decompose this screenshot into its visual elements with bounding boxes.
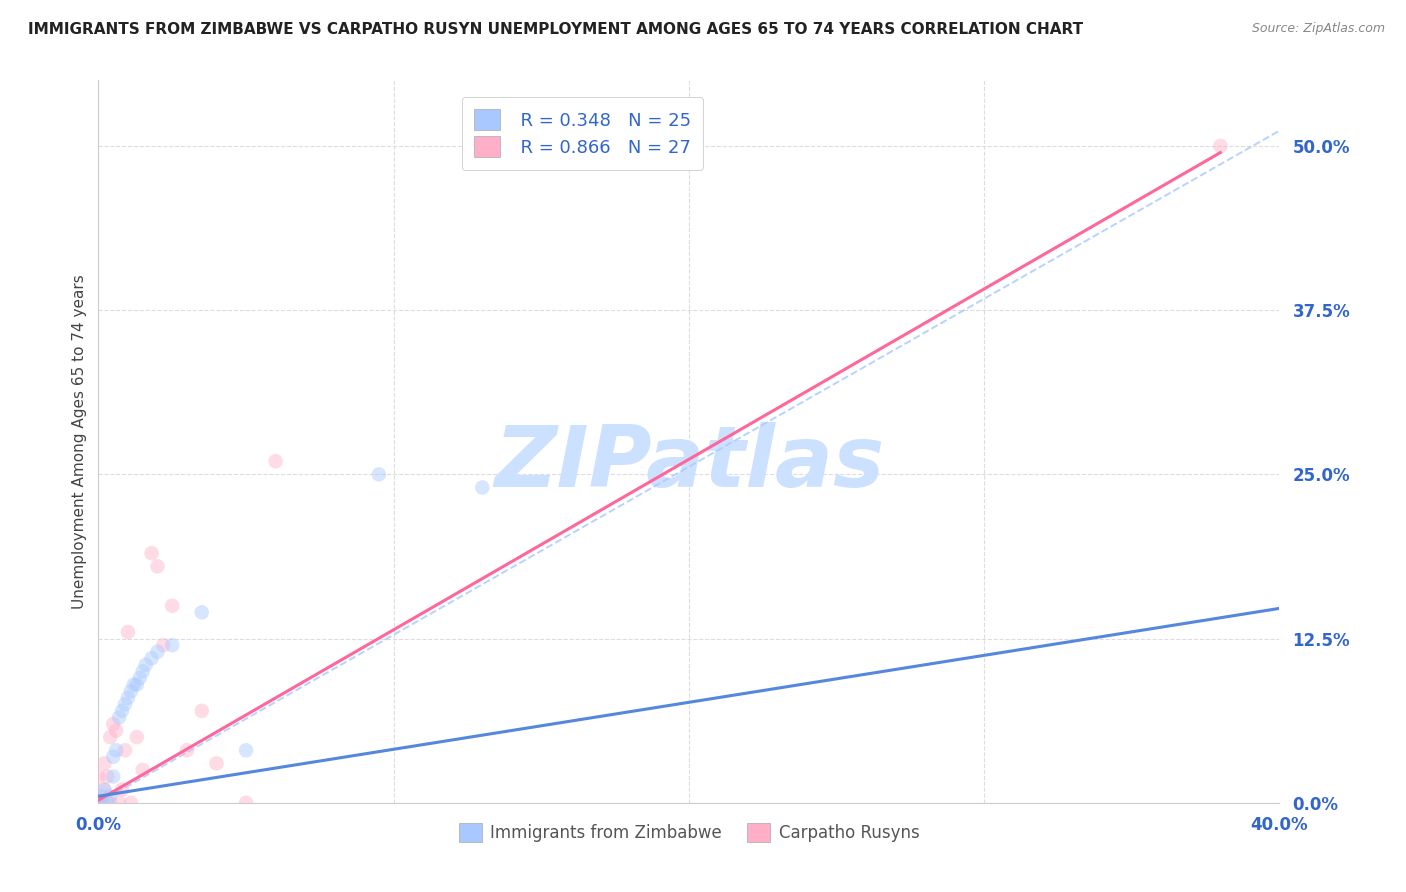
Point (162, 599, 183, 613)
Point (111, 782, 134, 797)
Point (117, 690, 139, 705)
Point (96, 796, 118, 810)
Point (93, 782, 115, 797)
Point (87, 770, 110, 784)
Point (146, 645, 169, 659)
Point (93, 782, 115, 797)
Point (87, 796, 110, 810)
Text: ZIPatlas: ZIPatlas (494, 422, 884, 505)
Point (146, 559, 169, 574)
Point (132, 763, 155, 777)
Point (191, 605, 214, 619)
Point (162, 638, 183, 652)
Point (87, 796, 110, 810)
Point (93, 756, 115, 771)
Point (103, 770, 125, 784)
Point (176, 743, 198, 757)
Legend: Immigrants from Zimbabwe, Carpatho Rusyns: Immigrants from Zimbabwe, Carpatho Rusyn… (451, 816, 927, 848)
Point (120, 684, 142, 698)
Point (105, 723, 128, 738)
Point (117, 625, 139, 640)
Point (141, 651, 163, 665)
Point (114, 698, 136, 712)
Point (132, 665, 155, 679)
Point (264, 454, 287, 468)
Point (235, 796, 257, 810)
Text: Source: ZipAtlas.com: Source: ZipAtlas.com (1251, 22, 1385, 36)
Point (125, 730, 148, 744)
Point (191, 704, 214, 718)
Y-axis label: Unemployment Among Ages 65 to 74 years: Unemployment Among Ages 65 to 74 years (72, 274, 87, 609)
Point (128, 671, 150, 685)
Point (1209, 139, 1232, 153)
Point (90, 796, 112, 810)
Point (125, 677, 148, 691)
Text: IMMIGRANTS FROM ZIMBABWE VS CARPATHO RUSYN UNEMPLOYMENT AMONG AGES 65 TO 74 YEAR: IMMIGRANTS FROM ZIMBABWE VS CARPATHO RUS… (28, 22, 1083, 37)
Point (96, 770, 118, 784)
Point (471, 481, 494, 495)
Point (141, 546, 163, 560)
Point (122, 677, 145, 691)
Point (108, 796, 131, 810)
Point (368, 467, 391, 482)
Point (135, 657, 157, 672)
Point (114, 743, 136, 757)
Point (98, 789, 121, 804)
Point (90, 789, 112, 804)
Point (111, 704, 134, 718)
Point (120, 796, 142, 810)
Point (103, 749, 125, 764)
Point (108, 710, 131, 724)
Point (235, 743, 257, 757)
Point (98, 730, 121, 744)
Point (205, 756, 228, 771)
Point (152, 638, 174, 652)
Point (98, 796, 121, 810)
Point (103, 717, 125, 731)
Point (105, 743, 128, 757)
